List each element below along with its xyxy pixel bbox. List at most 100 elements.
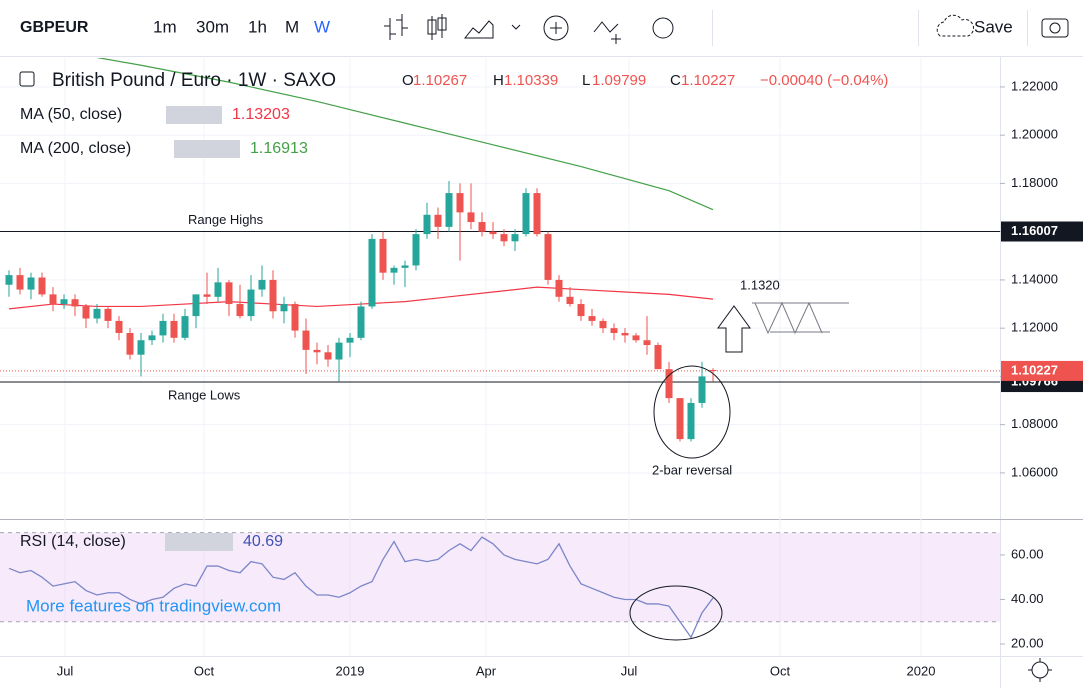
- candle-body: [126, 332, 134, 355]
- candle-body: [27, 277, 35, 290]
- indicator-value: 1.13203: [232, 106, 290, 123]
- overlay: [629, 301, 1052, 682]
- interval-active[interactable]: W: [314, 17, 330, 36]
- y-tick-label: 1.12000: [1011, 320, 1058, 335]
- candle-body: [445, 193, 453, 227]
- alert-icon[interactable]: [652, 17, 674, 39]
- candle-body: [500, 234, 508, 242]
- price-label: 1.10227: [1011, 362, 1058, 377]
- candle-body: [709, 369, 717, 371]
- candle-body: [423, 214, 431, 235]
- indicator-name: MA (200, close): [20, 140, 131, 157]
- interval[interactable]: 1h: [248, 17, 267, 36]
- collapse-icon[interactable]: [19, 71, 35, 87]
- candle-body: [93, 308, 101, 319]
- price-label-bg: [1001, 221, 1083, 242]
- settings-icon[interactable]: [1028, 658, 1052, 682]
- candle-body: [181, 316, 189, 338]
- candle-body: [456, 193, 464, 213]
- candle-body: [544, 234, 552, 280]
- candle-body: [302, 330, 310, 350]
- ohlc-label: O: [402, 72, 414, 89]
- level-label: Range Highs: [188, 212, 264, 227]
- candle-body: [379, 238, 387, 273]
- candle-body: [599, 320, 607, 329]
- candle-body: [203, 294, 211, 297]
- reversal-circle: [653, 365, 731, 459]
- symbol[interactable]: GBPEUR: [20, 19, 89, 36]
- indicator-buttons[interactable]: [166, 106, 222, 124]
- area-icon[interactable]: [463, 20, 494, 39]
- candle-body: [38, 277, 46, 295]
- compare-icon[interactable]: [593, 21, 621, 44]
- ohlc-value: 1.09799: [592, 72, 646, 89]
- ohlc-label: H: [493, 72, 504, 89]
- interval[interactable]: 30m: [196, 17, 229, 36]
- add-indicator[interactable]: [543, 15, 569, 41]
- candle-body: [280, 304, 288, 312]
- y-tick-label: 1.18000: [1011, 175, 1058, 190]
- candle-body: [258, 279, 266, 290]
- y-tick-label: 1.20000: [1011, 127, 1058, 142]
- x-tick-label: 2019: [336, 663, 365, 678]
- candle-body: [115, 320, 123, 333]
- candle-icon[interactable]: [427, 14, 447, 40]
- candle-body: [192, 294, 200, 317]
- candle-body: [511, 234, 519, 242]
- cloud-icon[interactable]: [936, 14, 975, 37]
- candle-body: [104, 308, 112, 321]
- camera-icon[interactable]: [1041, 18, 1069, 38]
- candle-body: [225, 282, 233, 305]
- candle-body: [236, 304, 244, 317]
- save-button[interactable]: Save: [974, 17, 1013, 36]
- candle-body: [247, 289, 255, 317]
- indicator-buttons[interactable]: [174, 140, 240, 158]
- candle-body: [335, 342, 343, 360]
- candle-body: [49, 294, 57, 305]
- camera-lens: [1049, 22, 1061, 34]
- candle-body: [16, 275, 24, 290]
- y-tick-label: 40.00: [1011, 591, 1044, 606]
- watermark[interactable]: More features on tradingview.com: [26, 596, 281, 615]
- indicator-buttons[interactable]: [165, 533, 233, 551]
- candle-body: [148, 335, 156, 341]
- y-tick-label: 60.00: [1011, 546, 1044, 561]
- x-tick-label: Oct: [770, 663, 791, 678]
- price-label: 1.16007: [1011, 223, 1058, 238]
- candle-body: [214, 282, 222, 297]
- candle-body: [313, 349, 321, 353]
- candle-body: [346, 337, 354, 343]
- up-arrow: [717, 305, 751, 353]
- candle-body: [368, 238, 376, 307]
- dropdown[interactable]: [511, 24, 521, 30]
- candle-body: [82, 306, 90, 319]
- rsi-value: 40.69: [243, 533, 283, 550]
- candle-body: [5, 275, 13, 285]
- candle-body: [533, 193, 541, 235]
- interval[interactable]: 1m: [153, 17, 177, 36]
- candle-body: [159, 320, 167, 336]
- target-label: 1.1320: [740, 278, 780, 293]
- candle-body: [60, 299, 68, 305]
- x-tick-label: Jul: [621, 663, 638, 678]
- ohlc-value: 1.10227: [681, 72, 735, 89]
- level-label: Range Lows: [168, 387, 241, 402]
- x-tick-label: Jul: [57, 663, 74, 678]
- candle-body: [643, 340, 651, 346]
- y-tick-label: 1.08000: [1011, 416, 1058, 431]
- interval[interactable]: M: [285, 17, 299, 36]
- rsi-circle: [629, 585, 723, 641]
- change: −0.00040 (−0.04%): [760, 72, 888, 89]
- y-tick-label: 1.22000: [1011, 78, 1058, 93]
- candle-body: [434, 214, 442, 227]
- indicator-name: MA (50, close): [20, 106, 122, 123]
- candle-body: [566, 296, 574, 305]
- rsi-name: RSI (14, close): [20, 533, 126, 550]
- bar-icon[interactable]: [384, 14, 408, 40]
- ohlc-value: 1.10267: [413, 72, 467, 89]
- y-tick-label: 1.14000: [1011, 271, 1058, 286]
- x-tick-label: 2020: [907, 663, 936, 678]
- candle-body: [357, 306, 365, 338]
- legend-title: British Pound / Euro · 1W · SAXO: [52, 70, 336, 91]
